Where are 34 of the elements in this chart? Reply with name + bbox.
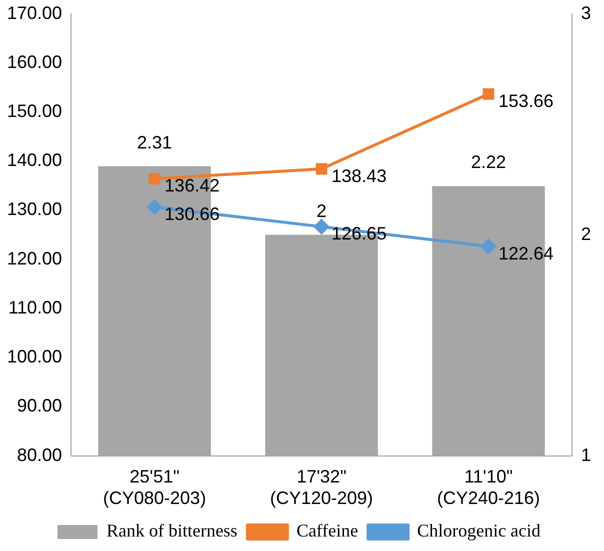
point — [482, 88, 494, 100]
point — [314, 219, 330, 234]
y-tick-label: 130.00 — [6, 199, 62, 220]
x-tick-label: 11'10" (CY240-216) — [436, 466, 540, 508]
y-tick-label: 160.00 — [6, 52, 62, 72]
data-label: 130.66 — [164, 204, 220, 224]
legend-label: Chlorogenic acid — [417, 520, 541, 541]
data-label: 138.43 — [332, 166, 387, 186]
data-label: 2.22 — [470, 152, 506, 172]
y-tick-label: 110.00 — [8, 297, 62, 318]
y-tick-label: 80.00 — [17, 444, 62, 465]
data-label: 2.31 — [137, 132, 172, 152]
point — [148, 172, 160, 184]
point — [147, 200, 162, 215]
y-tick-label: 170.00 — [6, 2, 62, 23]
y-tick-label: 150.00 — [6, 100, 62, 121]
point — [481, 238, 496, 254]
legend-label: Caffeine — [296, 520, 358, 541]
data-label: 122.64 — [498, 243, 554, 264]
y2-tick-label: 2 — [580, 224, 592, 244]
y-tick-label: 90.00 — [17, 396, 62, 416]
data-label: 126.65 — [332, 224, 387, 244]
data-label: 2 — [316, 200, 327, 221]
point — [316, 163, 328, 175]
y2-tick-label: 3 — [580, 2, 592, 23]
y-tick-label: 120.00 — [6, 248, 62, 268]
legend-label: Rank of bitterness — [106, 520, 238, 541]
y2-tick-label: 1 — [580, 444, 592, 465]
x-tick-label: 25'51" (CY080-203) — [103, 466, 206, 508]
data-label: 153.66 — [498, 91, 554, 112]
y-tick-label: 100.00 — [6, 346, 62, 367]
x-tick-label: 17'32" (CY120-209) — [270, 466, 374, 508]
y-tick-label: 140.00 — [6, 150, 62, 170]
data-label: 136.42 — [164, 176, 220, 196]
